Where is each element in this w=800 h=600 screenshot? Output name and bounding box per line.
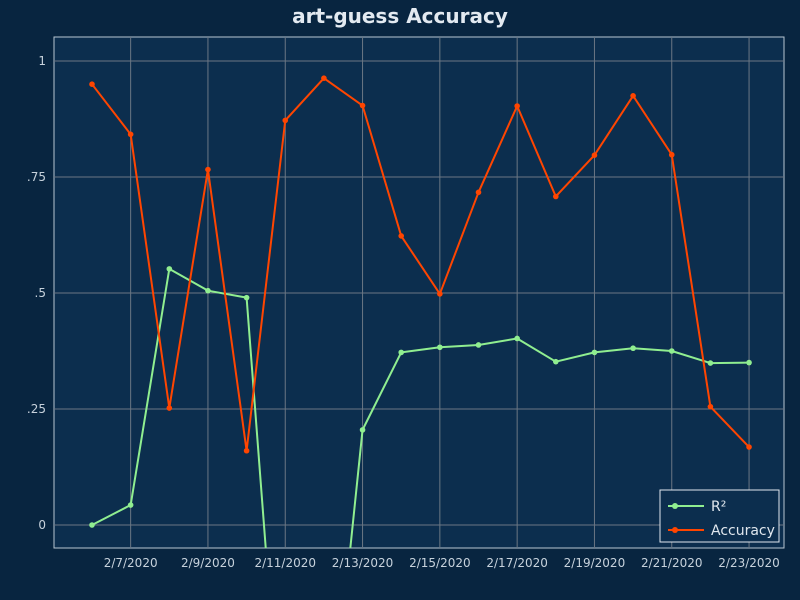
x-tick-label: 2/23/2020 <box>718 556 780 570</box>
data-point <box>553 193 559 200</box>
data-point <box>243 447 250 454</box>
series-line <box>91 267 750 548</box>
data-point <box>707 403 714 410</box>
data-point <box>514 103 520 109</box>
x-tick-label: 2/21/2020 <box>641 556 703 570</box>
data-point <box>321 75 327 81</box>
data-point <box>514 335 520 342</box>
data-point <box>668 348 675 354</box>
data-point <box>127 502 134 508</box>
legend-box <box>659 489 780 543</box>
data-point <box>127 131 134 138</box>
data-point <box>553 358 559 365</box>
x-tick-label: 2/13/2020 <box>332 556 394 570</box>
legend-item[interactable]: R² <box>668 499 726 515</box>
x-tick-label: 2/17/2020 <box>486 556 548 570</box>
y-tick-label: .5 <box>35 286 46 300</box>
legend-label: R² <box>711 499 726 515</box>
data-point <box>475 342 482 348</box>
x-tick-label: 2/9/2020 <box>181 556 235 570</box>
y-tick-label: 0 <box>38 518 46 532</box>
data-point <box>359 102 366 109</box>
data-point <box>89 81 95 87</box>
x-tick-label: 2/11/2020 <box>254 556 316 570</box>
chart-title: art-guess Accuracy <box>292 4 508 28</box>
axis-layer: 0 .25 .5 .75 1 2/7/2020 2/9/2020 2/11/2020 2/13/… <box>27 54 780 570</box>
legend-swatch-dot <box>672 527 678 533</box>
x-tick-label: 2/15/2020 <box>409 556 471 570</box>
legend-label: Accuracy <box>711 523 775 539</box>
y-tick-label: .75 <box>27 170 46 184</box>
data-point <box>707 360 714 366</box>
data-point <box>591 152 598 158</box>
series-layer <box>89 75 752 548</box>
data-point <box>668 151 675 158</box>
data-point <box>475 189 482 196</box>
y-tick-label: .25 <box>27 402 46 416</box>
series-line <box>91 77 750 452</box>
data-point <box>630 345 636 352</box>
legend-swatch-dot <box>672 503 678 509</box>
series-r2 <box>89 266 752 548</box>
legend[interactable]: R² Accuracy <box>659 489 780 543</box>
x-tick-label: 2/7/2020 <box>104 556 158 570</box>
data-point <box>398 349 405 356</box>
data-point <box>243 294 250 301</box>
data-point <box>437 291 443 297</box>
y-tick-label: 1 <box>38 54 46 68</box>
data-point <box>359 427 366 433</box>
data-point <box>282 117 289 124</box>
data-point <box>166 405 173 411</box>
legend-item[interactable]: Accuracy <box>668 523 775 539</box>
data-point <box>205 166 211 173</box>
data-point <box>166 266 173 272</box>
x-tick-label: 2/19/2020 <box>564 556 626 570</box>
data-point <box>398 233 405 239</box>
data-point <box>746 444 752 450</box>
data-point <box>630 93 636 99</box>
data-point <box>205 287 211 294</box>
data-point <box>89 522 95 528</box>
series-accuracy <box>89 75 752 454</box>
data-point <box>746 359 752 366</box>
data-point <box>591 349 598 356</box>
data-point <box>437 344 443 351</box>
